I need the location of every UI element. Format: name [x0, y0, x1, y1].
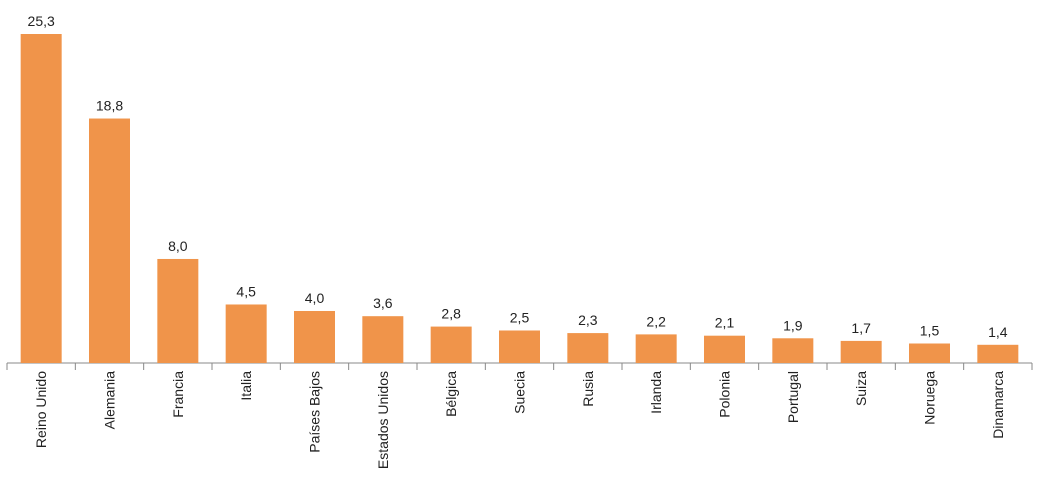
bar	[20, 34, 62, 363]
x-tick-label: Italia	[238, 371, 254, 401]
value-label: 3,6	[373, 295, 393, 311]
bar	[772, 338, 814, 363]
bar	[294, 310, 335, 363]
value-label: 2,3	[578, 312, 598, 328]
x-tick-label: Dinamarca	[990, 371, 1006, 439]
x-tick-label: Suecia	[512, 371, 528, 414]
bar	[567, 333, 609, 363]
value-label: 1,9	[783, 317, 803, 333]
value-label: 1,7	[851, 320, 871, 336]
bar	[225, 304, 267, 363]
value-label: 2,8	[441, 306, 461, 322]
value-label: 4,0	[305, 290, 325, 306]
value-label: 25,3	[28, 13, 55, 29]
bar	[977, 344, 1019, 363]
bar	[909, 343, 950, 363]
x-tick-label: Francia	[170, 371, 186, 418]
bar	[499, 330, 540, 363]
bar	[704, 335, 745, 363]
x-tick-label: Países Bajos	[307, 371, 323, 453]
bar	[89, 118, 130, 363]
bar	[157, 258, 199, 363]
x-tick-label: Estados Unidos	[375, 371, 391, 469]
x-tick-label: Rusia	[580, 371, 596, 407]
x-tick-label: Suiza	[853, 371, 869, 406]
value-label: 1,5	[920, 322, 940, 338]
x-tick-label: Polonia	[717, 371, 733, 418]
value-label: 8,0	[168, 238, 188, 254]
bar	[840, 340, 882, 363]
value-label: 18,8	[96, 98, 123, 114]
x-tick-label: Noruega	[922, 371, 938, 425]
x-tick-label: Irlanda	[648, 371, 664, 414]
bar	[362, 316, 404, 363]
x-tick-label: Alemania	[102, 371, 118, 430]
value-label: 4,5	[236, 283, 256, 299]
x-tick-label: Portugal	[785, 371, 801, 423]
bar	[430, 326, 472, 363]
x-tick-label: Reino Unido	[33, 371, 49, 448]
value-label: 2,5	[510, 309, 530, 325]
value-label: 2,2	[646, 313, 666, 329]
x-tick-label: Bélgica	[443, 371, 459, 417]
value-label: 2,1	[715, 315, 735, 331]
value-label: 1,4	[988, 324, 1008, 340]
bar	[635, 334, 677, 363]
